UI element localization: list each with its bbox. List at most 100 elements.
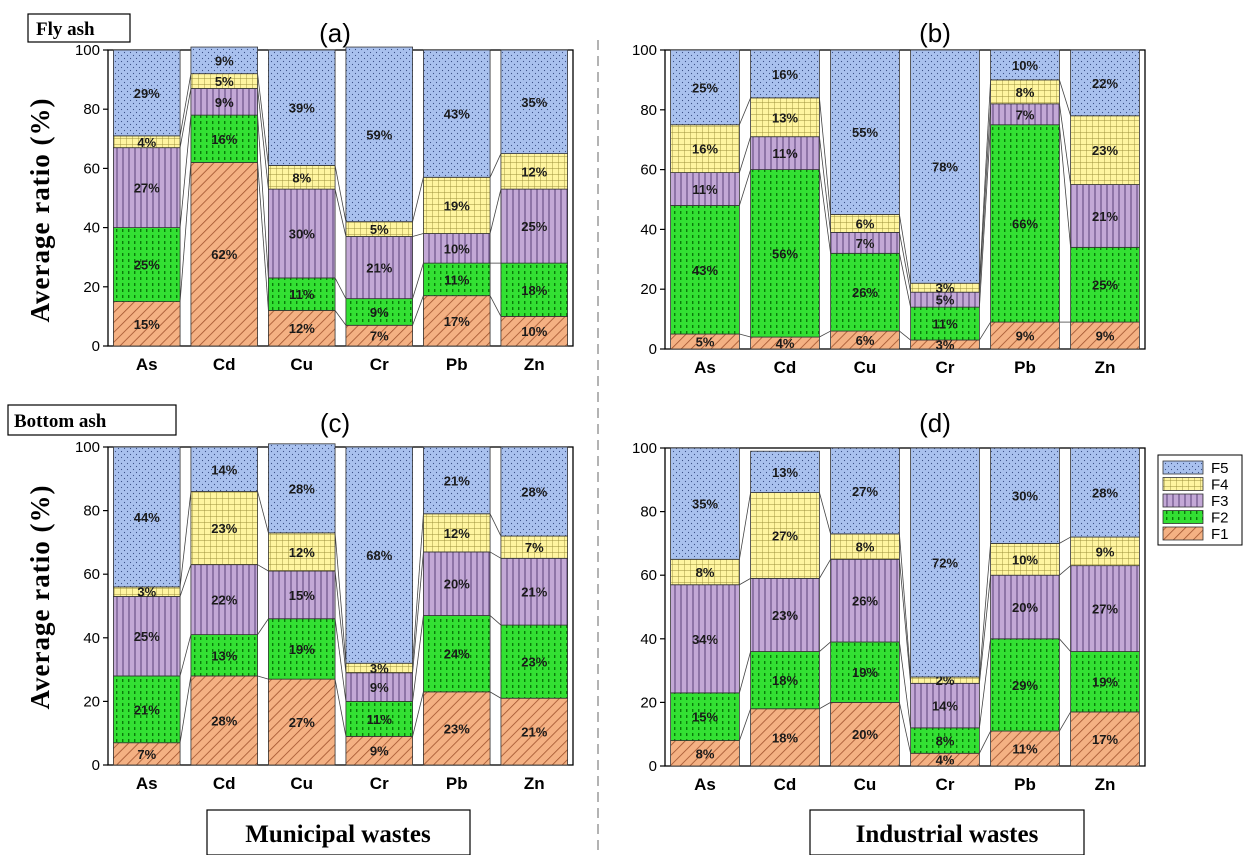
data-label: 35%: [692, 497, 718, 512]
connector-line: [179, 634, 192, 677]
bar-stack-as: 15% 25% 27% 4% 29%: [113, 49, 181, 347]
bar-segment-f5: [750, 49, 820, 99]
bar-segment-f3: [750, 136, 820, 171]
bar-stack-zn: 21% 23% 21% 7% 28%: [500, 446, 568, 766]
data-label: 27%: [289, 715, 315, 730]
connector-line: [489, 691, 502, 699]
data-label: 23%: [211, 521, 237, 536]
bar-stack-zn: 10% 18% 25% 12% 35%: [500, 49, 568, 347]
bottom-ash-label-box: Bottom ash: [7, 404, 177, 436]
y-tick-label: 60: [640, 162, 657, 179]
bar-segment-f2: [830, 641, 900, 703]
data-label: 18%: [521, 283, 547, 298]
data-label: 21%: [521, 585, 547, 600]
bar-segment-f2: [190, 114, 258, 163]
bar-segment-f3: [268, 188, 336, 279]
data-label: 12%: [444, 526, 470, 541]
data-label: 28%: [1092, 486, 1118, 501]
bar-segment-f5: [268, 49, 336, 166]
bar-segment-f3: [423, 551, 491, 616]
data-label: 9%: [215, 53, 234, 68]
connector-line: [819, 169, 831, 254]
x-tick-label: Cu: [290, 774, 313, 793]
data-label: 11%: [289, 287, 315, 302]
connector-line: [412, 691, 424, 737]
bar-segment-f2: [910, 727, 980, 754]
data-label: 13%: [772, 110, 798, 125]
data-label: 9%: [215, 95, 234, 110]
x-tick-label: Cr: [936, 775, 955, 794]
legend-label-f5: F5: [1211, 460, 1229, 477]
industrial-label-box: Industrial wastes: [809, 809, 1085, 855]
legend-swatch-f4: [1162, 477, 1204, 491]
y-axis-label-bottom: Average ratio (%): [25, 485, 55, 710]
bar-segment-f2: [345, 701, 413, 737]
bar-segment-f5: [910, 447, 980, 678]
plot-frame: [107, 446, 574, 766]
connector-line: [412, 263, 424, 299]
bar-segment-f2: [670, 205, 740, 335]
connector-line: [179, 115, 192, 228]
data-label: 13%: [211, 648, 237, 663]
connector-line: [1059, 536, 1071, 544]
data-label: 23%: [1092, 143, 1118, 158]
legend-label-f1: F1: [1211, 526, 1229, 543]
data-label: 20%: [444, 577, 470, 592]
connector-line: [819, 641, 831, 652]
data-label: 19%: [1092, 675, 1118, 690]
data-label: 34%: [692, 632, 718, 647]
bar-segment-f1: [990, 730, 1060, 767]
data-label: 5%: [696, 335, 715, 350]
legend-label-f3: F3: [1211, 493, 1229, 510]
bar-segment-f4: [423, 513, 491, 553]
bar-segment-f2: [1070, 651, 1140, 713]
data-label: 4%: [936, 753, 955, 768]
data-label: 20%: [1012, 600, 1038, 615]
fly-ash-label: Fly ash: [36, 19, 95, 40]
connector-line: [979, 321, 991, 341]
bar-segment-f3: [268, 570, 336, 620]
data-label: 10%: [1012, 552, 1038, 567]
legend-label-f4: F4: [1211, 477, 1229, 494]
bar-stack-cu: 6% 26% 7% 6% 55%: [830, 49, 900, 350]
data-label: 26%: [852, 594, 878, 609]
panel-title: (c): [320, 408, 350, 438]
bar-segment-f5: [830, 447, 900, 535]
data-label: 11%: [692, 182, 718, 197]
bar-segment-f2: [190, 634, 258, 677]
data-label: 7%: [370, 329, 389, 344]
industrial-label: Industrial wastes: [856, 821, 1039, 848]
data-label: 43%: [444, 107, 470, 122]
bar-stack-cr: 9% 11% 9% 3% 68%: [345, 446, 413, 766]
data-label: 7%: [525, 540, 544, 555]
bar-segment-f4: [830, 533, 900, 560]
bar-segment-f2: [990, 638, 1060, 732]
connector-line: [489, 513, 502, 537]
connector-line: [739, 651, 751, 693]
data-label: 28%: [521, 485, 547, 500]
bar-segment-f1: [830, 702, 900, 767]
bar-stack-cr: 3%11%5%3%78%: [910, 49, 980, 353]
data-label: 23%: [772, 608, 798, 623]
connector-line: [412, 615, 424, 702]
data-label: 12%: [521, 164, 547, 179]
bar-segment-f2: [830, 252, 900, 332]
bar-segment-f2: [750, 169, 820, 338]
data-label: 14%: [932, 699, 958, 714]
connector-line: [257, 564, 269, 572]
data-label: 9%: [1016, 329, 1035, 344]
data-label: 68%: [366, 548, 392, 563]
connector-line: [179, 491, 192, 587]
data-label: 11%: [932, 317, 958, 332]
bar-segment-f5: [830, 49, 900, 215]
bar-segment-f4: [1070, 536, 1140, 567]
bar-segment-f3: [750, 577, 820, 652]
bar-segment-f2: [1070, 246, 1140, 323]
connector-line: [899, 702, 911, 754]
x-tick-label: Pb: [446, 774, 468, 793]
x-tick-label: Zn: [1095, 358, 1116, 377]
bar-segment-f2: [268, 618, 336, 680]
data-label: 21%: [134, 702, 160, 717]
connector-line: [179, 675, 192, 743]
data-label: 27%: [852, 484, 878, 499]
